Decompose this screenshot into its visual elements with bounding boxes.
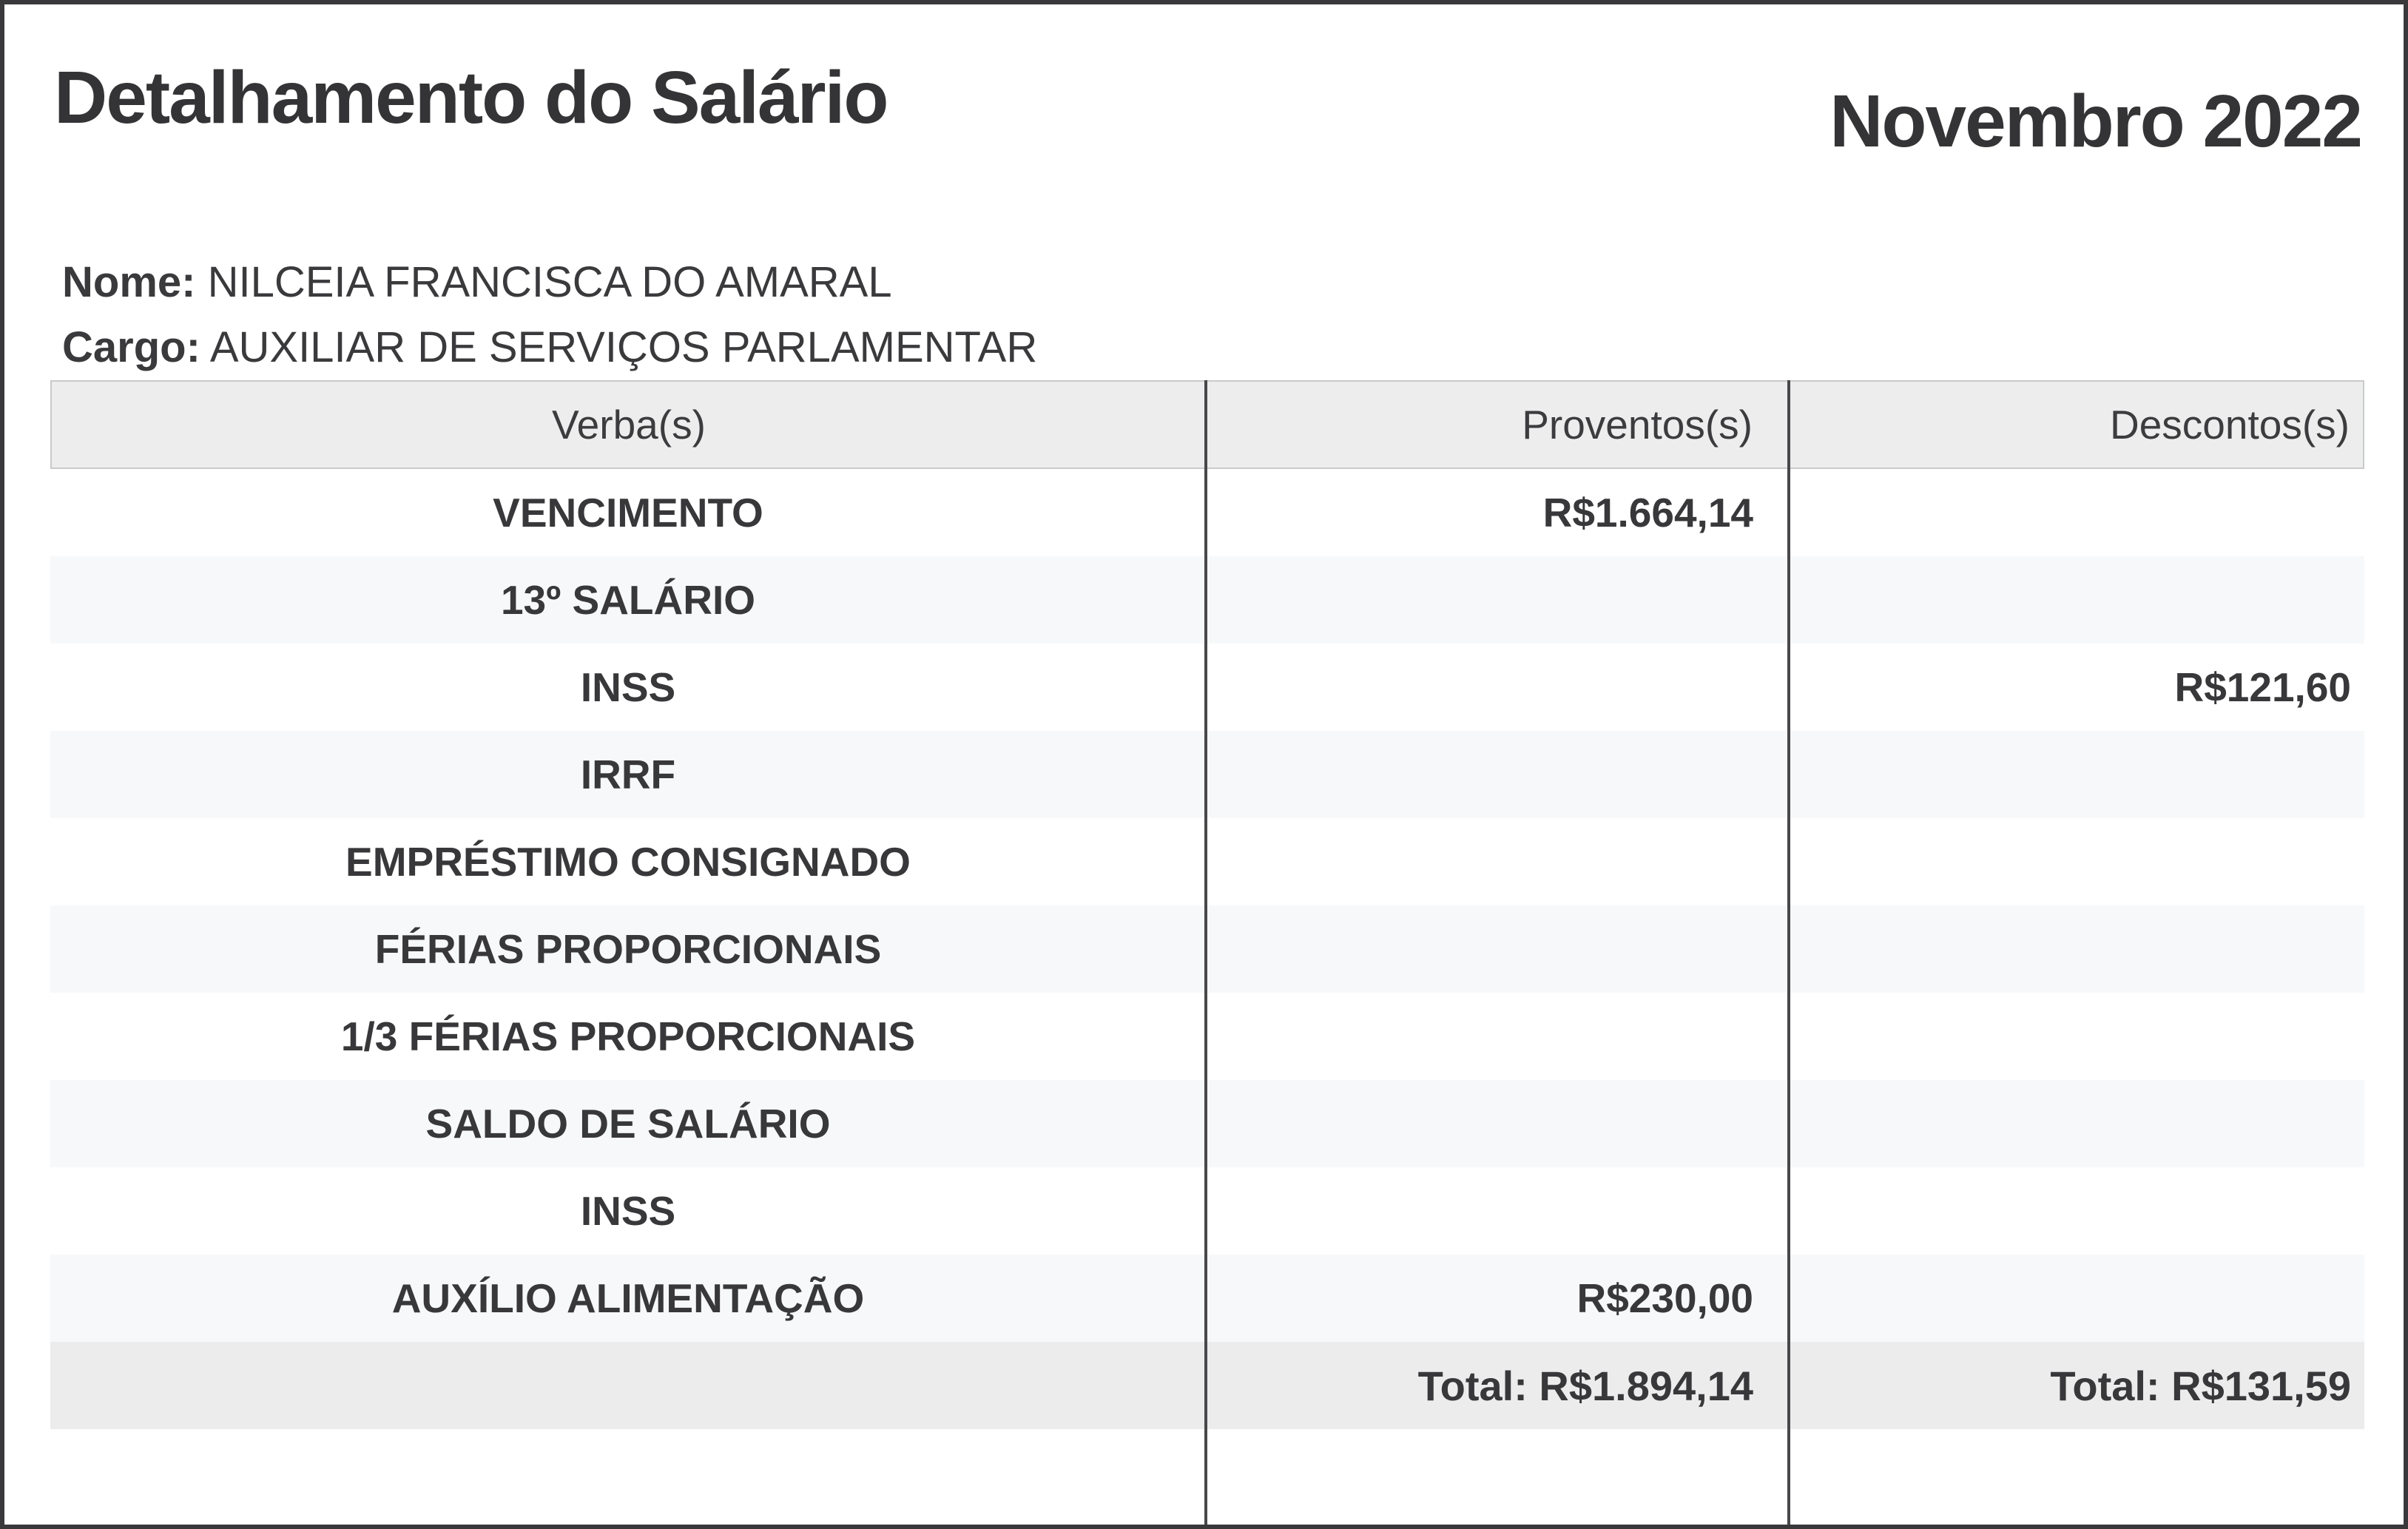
verba-cell: FÉRIAS PROPORCIONAIS	[374, 926, 882, 972]
period-label: Novembro 2022	[1829, 80, 2363, 163]
proventos-cell: R$230,00	[1576, 1275, 1753, 1321]
table-row: AUXÍLIO ALIMENTAÇÃO R$230,00	[50, 1255, 2364, 1342]
proventos-cell	[1206, 818, 1787, 905]
column-header-verba: Verba(s)	[552, 402, 706, 448]
descontos-cell	[1787, 993, 2364, 1080]
descontos-cell	[1787, 731, 2364, 818]
table-header-row: Verba(s) Proventos(s) Descontos(s)	[50, 380, 2364, 469]
verba-cell: IRRF	[580, 752, 676, 797]
table-row: VENCIMENTO R$1.664,14	[50, 469, 2364, 556]
verba-cell: 1/3 FÉRIAS PROPORCIONAIS	[340, 1013, 916, 1059]
employee-info: Nome: NILCEIA FRANCISCA DO AMARAL Cargo:…	[62, 250, 2361, 380]
descontos-cell	[1787, 905, 2364, 993]
verba-cell: EMPRÉSTIMO CONSIGNADO	[345, 839, 911, 885]
descontos-cell: R$121,60	[2174, 664, 2351, 710]
table-row: 1/3 FÉRIAS PROPORCIONAIS	[50, 993, 2364, 1080]
verba-cell: INSS	[580, 1188, 676, 1234]
proventos-cell	[1206, 644, 1787, 731]
verba-cell: INSS	[580, 664, 676, 710]
page-title: Detalhamento do Salário	[54, 56, 888, 139]
column-divider-2	[1787, 380, 1790, 1525]
employee-name: NILCEIA FRANCISCA DO AMARAL	[207, 258, 892, 306]
salary-table: Verba(s) Proventos(s) Descontos(s) VENCI…	[50, 380, 2364, 1525]
table-row: INSS	[50, 1167, 2364, 1255]
employee-role-row: Cargo: AUXILIAR DE SERVIÇOS PARLAMENTAR	[62, 315, 2361, 380]
table-row: SALDO DE SALÁRIO	[50, 1080, 2364, 1167]
table-row: INSS R$121,60	[50, 644, 2364, 731]
table-body: VENCIMENTO R$1.664,14 13º SALÁRIO INSS R$121…	[50, 469, 2364, 1342]
verba-cell: VENCIMENTO	[493, 490, 763, 536]
column-divider-1	[1204, 380, 1207, 1525]
descontos-cell	[1787, 818, 2364, 905]
descontos-cell	[1787, 1167, 2364, 1255]
total-proventos: Total: R$1.894,14	[1417, 1362, 1753, 1409]
proventos-cell	[1206, 1080, 1787, 1167]
descontos-cell	[1787, 1080, 2364, 1167]
proventos-cell	[1206, 1167, 1787, 1255]
proventos-cell	[1206, 731, 1787, 818]
employee-role: AUXILIAR DE SERVIÇOS PARLAMENTAR	[209, 323, 1038, 371]
column-header-descontos: Descontos(s)	[2110, 402, 2350, 448]
descontos-cell	[1787, 1255, 2364, 1342]
table-row: EMPRÉSTIMO CONSIGNADO	[50, 818, 2364, 905]
name-label: Nome:	[62, 258, 196, 306]
total-empty-cell	[50, 1342, 1206, 1429]
page-header: Detalhamento do Salário Novembro 2022	[54, 46, 2363, 163]
table-row: FÉRIAS PROPORCIONAIS	[50, 905, 2364, 993]
verba-cell: 13º SALÁRIO	[500, 577, 756, 623]
verba-cell: SALDO DE SALÁRIO	[425, 1101, 831, 1147]
descontos-cell	[1787, 469, 2364, 556]
table-total-row: Total: R$1.894,14 Total: R$131,59	[50, 1342, 2364, 1429]
table-row: IRRF	[50, 731, 2364, 818]
proventos-cell	[1206, 993, 1787, 1080]
column-header-proventos: Proventos(s)	[1522, 402, 1753, 448]
role-label: Cargo:	[62, 323, 200, 371]
employee-name-row: Nome: NILCEIA FRANCISCA DO AMARAL	[62, 250, 2361, 315]
proventos-cell	[1206, 556, 1787, 644]
table-row: 13º SALÁRIO	[50, 556, 2364, 644]
total-descontos: Total: R$131,59	[2050, 1362, 2351, 1409]
descontos-cell	[1787, 556, 2364, 644]
proventos-cell	[1206, 905, 1787, 993]
verba-cell: AUXÍLIO ALIMENTAÇÃO	[391, 1275, 865, 1321]
proventos-cell: R$1.664,14	[1542, 490, 1753, 536]
